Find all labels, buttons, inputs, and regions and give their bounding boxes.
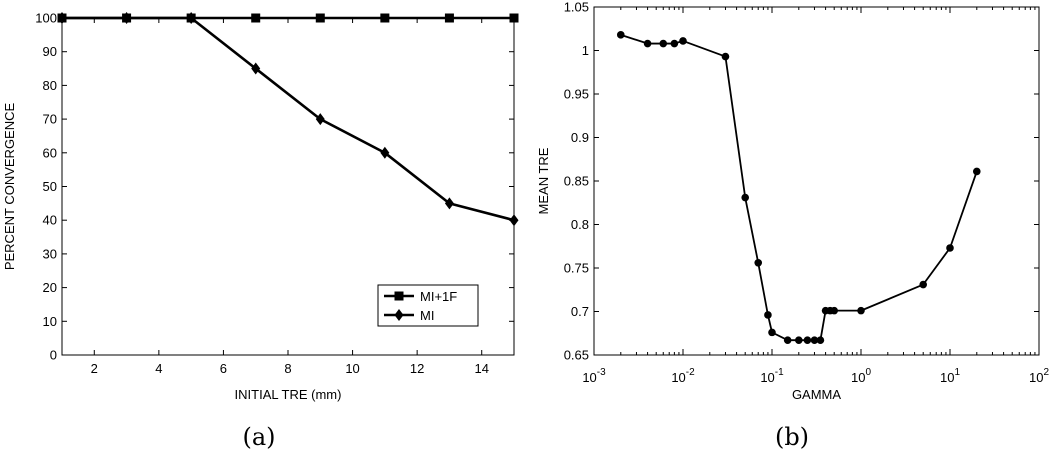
data-point-mean-tre <box>679 37 687 45</box>
y-tick-label-a: 40 <box>43 213 57 228</box>
y-tick-label-a: 60 <box>43 145 57 160</box>
x-axis-label-a: INITIAL TRE (mm) <box>235 387 342 402</box>
y-tick-label-a: 50 <box>43 179 57 194</box>
data-point-mean-tre <box>741 193 750 202</box>
chart-b: 10-3 10-2 10-1 100 101 1020.650.70.750.80.850… <box>536 0 1049 451</box>
x-axis-label-b: GAMMA <box>792 387 841 402</box>
y-tick-label-a: 100 <box>35 11 57 26</box>
data-point-mean-tre <box>670 39 679 48</box>
y-tick-label-b: 0.95 <box>564 87 589 102</box>
y-tick-label-a: 80 <box>43 78 57 93</box>
data-point-mean-tre <box>816 336 825 345</box>
data-point-mean-tre <box>857 306 865 315</box>
caption-a: (a) <box>242 423 275 451</box>
plot-frame-b <box>593 6 1040 356</box>
data-point-mean-tre <box>721 52 730 61</box>
data-point-mean-tre <box>643 39 652 48</box>
x-tick-label-a: 6 <box>220 361 227 376</box>
data-point-mean-tre <box>659 39 668 48</box>
y-tick-label-a: 20 <box>43 280 57 295</box>
data-point-mean-tre <box>768 328 776 337</box>
data-point-mean-tre <box>919 280 928 289</box>
x-tick-label-a: 4 <box>155 361 162 376</box>
y-tick-label-b: 1 <box>582 43 589 58</box>
data-point-mean-tre <box>810 336 819 345</box>
legend-label-mi: MI <box>420 308 434 323</box>
legend-marker-mi <box>394 309 404 321</box>
data-point-mi <box>251 62 261 75</box>
legend-label-mi-1f: MI+1F <box>420 289 457 304</box>
x-tick-label-b: 102 <box>1029 367 1049 385</box>
x-tick-label-a: 2 <box>91 361 98 376</box>
y-tick-label-b: 0.7 <box>571 304 589 319</box>
y-tick-label-b: 0.9 <box>571 130 589 145</box>
y-tick-label-a: 90 <box>43 44 57 59</box>
data-point-mean-tre <box>946 244 954 252</box>
x-tick-label-a: 10 <box>345 361 359 376</box>
data-point-mi <box>380 146 390 159</box>
data-point-mean-tre <box>783 336 792 345</box>
y-tick-label-a: 0 <box>50 348 57 363</box>
data-point-mean-tre <box>764 311 772 319</box>
x-tick-exponent-b: -2 <box>686 367 695 378</box>
data-point-mean-tre <box>616 31 625 39</box>
data-point-mean-tre <box>972 167 981 176</box>
y-tick-label-b: 0.85 <box>564 174 589 189</box>
data-point-mi <box>315 113 325 126</box>
legend-marker-mi-1f <box>394 291 404 301</box>
y-tick-label-b: 0.75 <box>564 261 589 276</box>
y-axis-label-b: MEAN TRE <box>536 147 551 214</box>
x-tick-exponent-b: 0 <box>865 367 871 378</box>
y-axis-label-a: PERCENT CONVERGENCE <box>2 102 17 270</box>
data-point-mean-tre <box>794 336 803 345</box>
series-line-mi <box>62 16 515 222</box>
y-tick-label-a: 70 <box>43 112 57 127</box>
series-line-mean-tre <box>620 33 978 342</box>
x-tick-label-a: 14 <box>474 361 488 376</box>
chart-a: 2 4 6 8 10 12 14 0 10 20 30 40 50 60 70 80 90 100 MI+1F MI I… <box>2 11 519 451</box>
x-tick-label-b: 100 <box>851 367 871 385</box>
x-tick-label-b: 10-2 <box>671 367 695 385</box>
data-point-mean-tre <box>830 306 839 315</box>
y-tick-label-b: 1.05 <box>564 0 589 15</box>
y-tick-label-a: 10 <box>43 314 57 329</box>
x-tick-exponent-b: 1 <box>954 367 960 378</box>
x-tick-label-a: 12 <box>410 361 424 376</box>
x-tick-label-b: 10-3 <box>582 367 606 385</box>
caption-b: (b) <box>775 423 809 451</box>
legend-a: MI+1F MI <box>377 284 479 327</box>
plot-frame-a <box>61 17 515 356</box>
x-tick-label-b: 101 <box>940 367 960 385</box>
y-tick-label-b: 0.8 <box>571 217 589 232</box>
y-tick-label-b: 0.65 <box>564 348 589 363</box>
x-tick-exponent-b: -3 <box>597 367 606 378</box>
data-point-mi <box>444 197 454 210</box>
data-point-mean-tre <box>803 336 812 345</box>
y-tick-label-a: 30 <box>43 246 57 261</box>
data-point-mean-tre <box>754 258 763 267</box>
x-tick-label-b: 10-1 <box>760 367 784 385</box>
x-tick-label-a: 8 <box>284 361 291 376</box>
x-tick-exponent-b: 2 <box>1043 367 1049 378</box>
x-tick-exponent-b: -1 <box>775 367 784 378</box>
